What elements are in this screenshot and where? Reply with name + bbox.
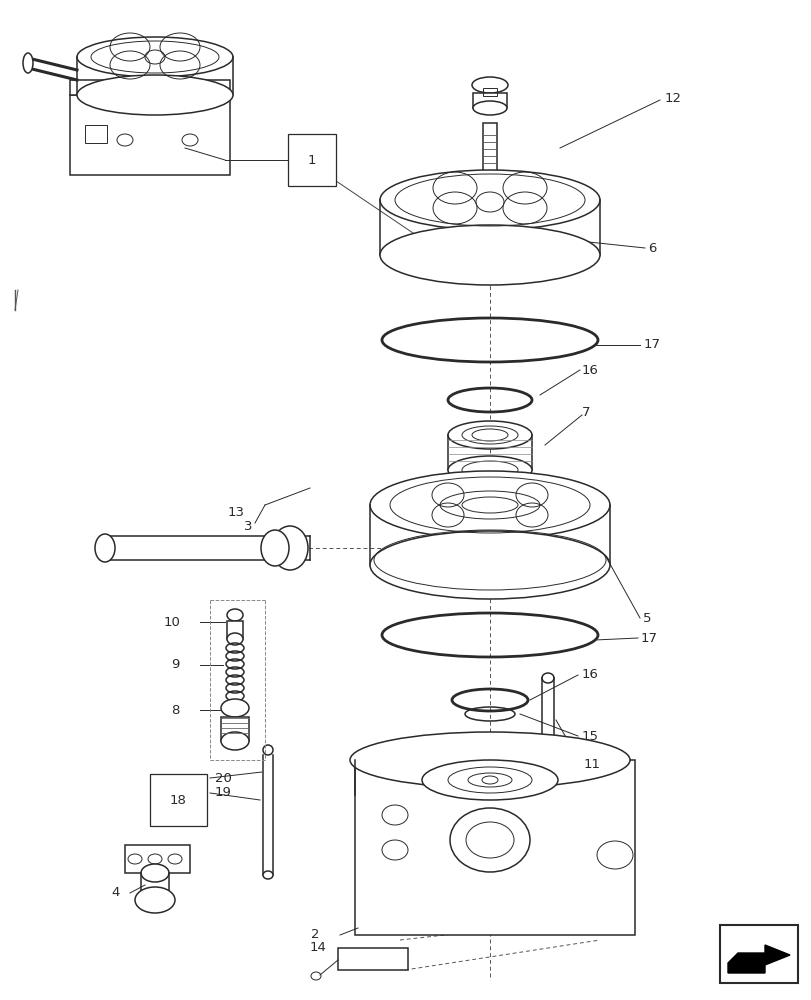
Ellipse shape [448, 421, 531, 449]
Ellipse shape [260, 530, 289, 566]
Text: 1: 1 [307, 154, 316, 167]
Text: 11: 11 [583, 758, 600, 772]
Text: 15: 15 [581, 729, 599, 742]
Text: 5: 5 [642, 611, 650, 624]
Ellipse shape [473, 101, 506, 115]
Text: 14: 14 [309, 941, 325, 954]
Ellipse shape [448, 456, 531, 484]
Ellipse shape [23, 53, 33, 73]
Ellipse shape [380, 170, 599, 230]
Text: 19: 19 [215, 786, 232, 799]
Text: 13: 13 [228, 506, 245, 520]
Text: 17: 17 [643, 338, 660, 352]
Ellipse shape [227, 633, 242, 645]
Bar [70, 95, 230, 175]
Text: 10: 10 [163, 615, 180, 628]
Text: 18: 18 [169, 793, 187, 806]
Ellipse shape [263, 871, 272, 879]
Ellipse shape [471, 77, 508, 93]
Bar [221, 717, 249, 741]
Text: 6: 6 [647, 241, 655, 254]
Bar [337, 948, 407, 970]
Ellipse shape [77, 37, 233, 77]
Text: 4: 4 [111, 886, 120, 900]
Ellipse shape [141, 864, 169, 882]
Ellipse shape [272, 526, 307, 570]
Ellipse shape [95, 534, 115, 562]
Ellipse shape [263, 745, 272, 755]
Ellipse shape [541, 673, 553, 683]
Bar [85, 125, 107, 143]
Text: 17: 17 [640, 632, 657, 644]
Ellipse shape [135, 887, 175, 913]
Text: 9: 9 [171, 658, 180, 672]
Ellipse shape [370, 471, 609, 539]
Ellipse shape [221, 732, 249, 750]
Bar [227, 621, 242, 639]
Text: 7: 7 [581, 406, 590, 420]
Bar [125, 845, 190, 873]
Bar [483, 123, 496, 198]
Polygon shape [727, 945, 789, 973]
Ellipse shape [541, 755, 553, 765]
Text: 16: 16 [581, 668, 599, 682]
Ellipse shape [422, 760, 557, 800]
Bar [70, 80, 230, 95]
Text: 8: 8 [171, 704, 180, 716]
Ellipse shape [77, 75, 233, 115]
Bar [719, 925, 797, 983]
Bar [483, 88, 496, 96]
Ellipse shape [221, 699, 249, 717]
Ellipse shape [370, 531, 609, 599]
Bar [473, 93, 506, 108]
Ellipse shape [350, 732, 629, 788]
Text: 20: 20 [215, 772, 232, 784]
Bar [354, 760, 634, 935]
Ellipse shape [227, 609, 242, 621]
Text: 12: 12 [664, 92, 681, 105]
Text: 2: 2 [311, 928, 320, 941]
Text: 16: 16 [581, 363, 599, 376]
Ellipse shape [380, 225, 599, 285]
Text: 3: 3 [243, 520, 251, 532]
